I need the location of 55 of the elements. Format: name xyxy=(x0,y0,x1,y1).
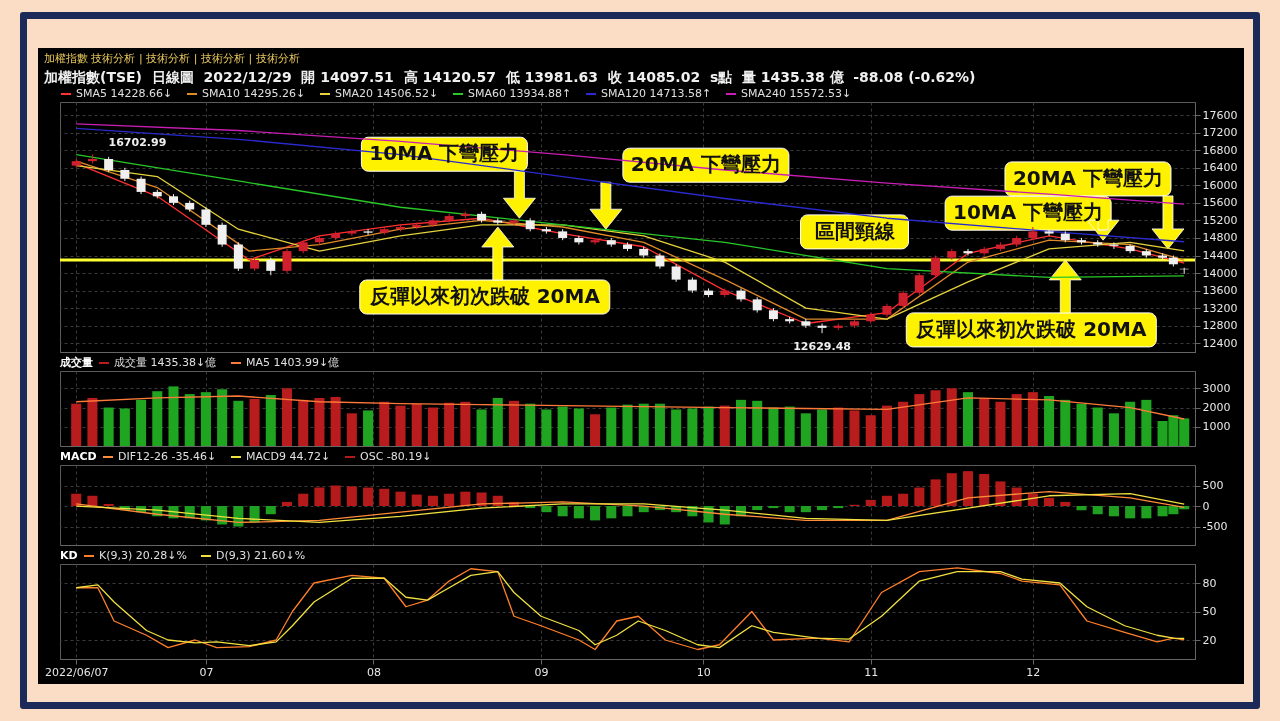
x-tick-label: 12 xyxy=(1026,665,1041,679)
y-tick-label: 16400 xyxy=(1202,161,1238,175)
legend-label: SMA10 14295.26↓ xyxy=(202,87,306,100)
y-tick-label: 16800 xyxy=(1202,143,1238,157)
chart-subtitle: 加權指數 技術分析 | 技術分析 | 技術分析 | 技術分析 xyxy=(43,51,301,67)
y-tick-label: 17200 xyxy=(1202,126,1238,140)
y-tick-label: 1000 xyxy=(1202,420,1231,434)
y-tick-label: 0 xyxy=(1202,499,1210,513)
annotation: 12629.48 xyxy=(793,340,851,354)
annotation: 20MA 下彎壓力 xyxy=(1012,165,1164,190)
legend-label: SMA20 14506.52↓ xyxy=(335,87,439,100)
legend-label: 成交量 1435.38↓億 xyxy=(114,356,217,369)
y-tick-label: 20 xyxy=(1202,633,1217,647)
legend-title: KD xyxy=(60,549,78,562)
legend-label: MA5 1403.99↓億 xyxy=(246,356,340,369)
x-tick-label: 11 xyxy=(864,665,879,679)
y-tick-label: 15600 xyxy=(1202,196,1238,210)
chart-title: 加權指數(TSE) 日線圖 2022/12/29 開 14097.51 高 14120.57 低 13981.63 收 14085.02 s點 量 1435.38 億 -88.08 (-0.62%) xyxy=(43,68,977,87)
y-tick-label: 13600 xyxy=(1202,284,1238,298)
y-tick-label: -500 xyxy=(1202,520,1228,534)
y-tick-label: 17600 xyxy=(1202,108,1238,122)
y-tick-label: 50 xyxy=(1202,605,1217,618)
legend-label: MACD9 44.72↓ xyxy=(246,450,331,463)
x-tick-label: 09 xyxy=(534,665,549,679)
legend-label: OSC -80.19↓ xyxy=(360,450,432,463)
y-tick-label: 15200 xyxy=(1202,213,1238,227)
annotation: 反彈以來初次跌破 20MA xyxy=(368,284,601,308)
y-tick-label: 500 xyxy=(1202,479,1224,493)
legend-label: DIF12-26 -35.46↓ xyxy=(118,450,217,463)
y-tick-label: 14400 xyxy=(1202,249,1238,263)
y-tick-label: 14800 xyxy=(1202,231,1238,245)
x-tick-label: 10 xyxy=(696,665,711,679)
y-tick-label: 2000 xyxy=(1202,401,1231,415)
legend-label: SMA120 14713.58↑ xyxy=(601,87,712,100)
legend-label: SMA60 13934.88↑ xyxy=(468,87,572,100)
legend-label: D(9,3) 21.60↓% xyxy=(216,549,306,562)
y-tick-label: 3000 xyxy=(1202,381,1231,395)
y-tick-label: 12800 xyxy=(1202,319,1238,333)
y-tick-label: 14000 xyxy=(1202,266,1238,280)
annotation: 反彈以來初次跌破 20MA xyxy=(915,316,1147,341)
legend-label: SMA240 15572.53↓ xyxy=(741,87,852,100)
annotation: 10MA 下彎壓力 xyxy=(953,200,1104,225)
y-tick-label: 16000 xyxy=(1202,178,1238,192)
y-tick-label: 13200 xyxy=(1202,301,1238,315)
legend-title: 成交量 xyxy=(59,356,93,369)
x-tick-label: 08 xyxy=(366,665,381,679)
legend-label: K(9,3) 20.28↓% xyxy=(99,549,187,562)
x-tick-label: 2022/06/07 xyxy=(45,665,109,679)
ref-line-label: 區間頸線 xyxy=(814,218,896,243)
y-tick-label: 12400 xyxy=(1202,336,1238,350)
y-tick-label: 80 xyxy=(1202,576,1217,590)
annotation: 16702.99 xyxy=(108,135,167,149)
x-tick-label: 07 xyxy=(199,665,214,679)
legend-label: SMA5 14228.66↓ xyxy=(76,87,173,100)
legend-title: MACD xyxy=(60,450,97,463)
